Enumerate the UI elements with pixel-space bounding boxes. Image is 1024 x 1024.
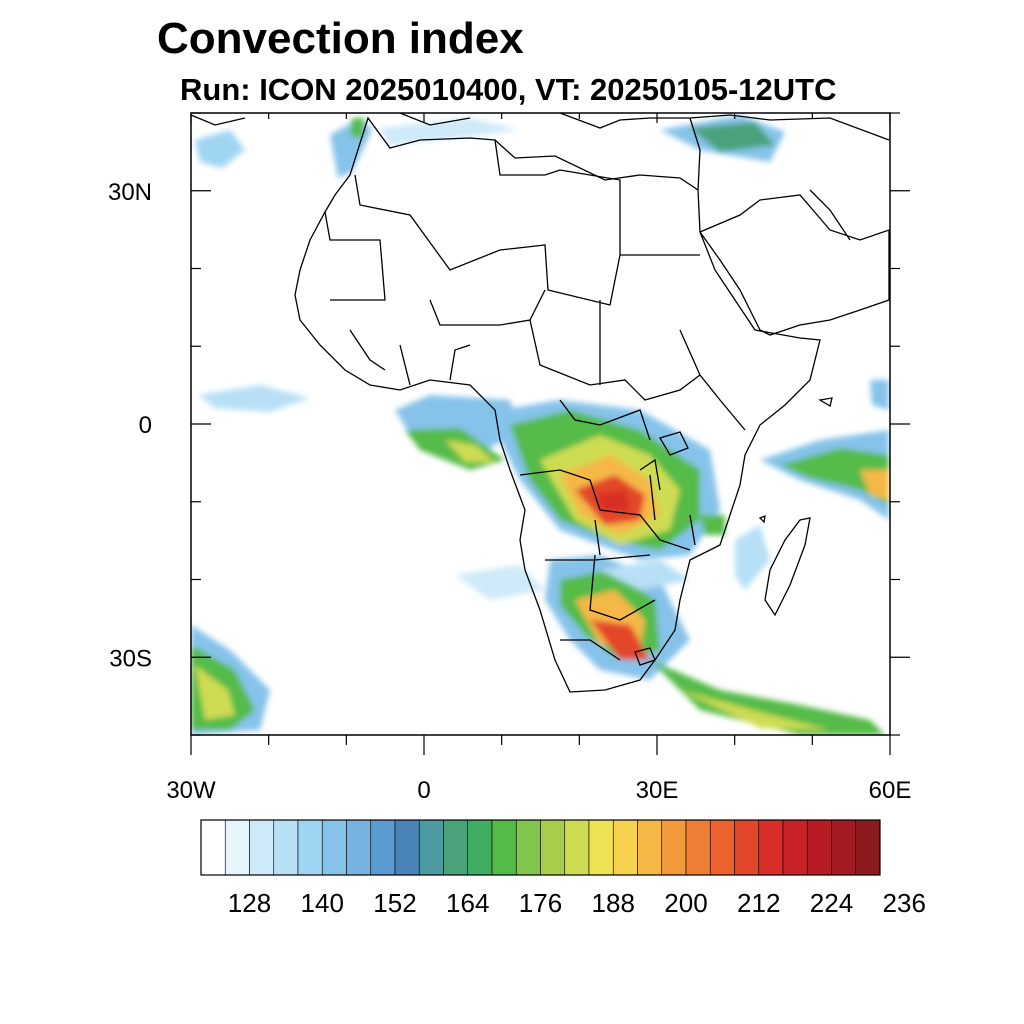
x-tick-label: 30W [166,777,216,804]
axis-ticks [190,112,910,755]
colorbar-box [321,819,347,876]
colorbar-box [564,819,590,876]
colorbar-label: 176 [519,888,562,918]
x-tick-label: 0 [417,777,430,804]
colorbar-box [394,819,420,876]
y-tick-label: 30N [108,179,152,206]
colorbar-box [297,819,323,876]
colorbar-box [249,819,275,876]
colorbar-box [418,819,444,876]
colorbar-box [758,819,784,876]
colorbar-label: 236 [883,888,926,918]
x-tick-label: 30E [636,777,679,804]
colorbar-label: 200 [664,888,707,918]
colorbar-box [588,819,614,876]
colorbar-box [855,819,881,876]
colorbar-box [734,819,760,876]
chart-title: Convection index [157,14,524,63]
x-tick-label: 60E [869,777,912,804]
colorbar-box [831,819,857,876]
convection-field [191,115,889,735]
colorbar-box [540,819,566,876]
colorbar-label: 152 [373,888,416,918]
colorbar-box [685,819,711,876]
colorbar-label: 164 [446,888,489,918]
colorbar-box [467,819,493,876]
colorbar-label: 224 [810,888,853,918]
colorbar-label: 128 [228,888,271,918]
colorbar-box [782,819,808,876]
colorbar-box [273,819,299,876]
colorbar-box [443,819,469,876]
y-tick-label: 30S [109,645,152,672]
colorbar-box [200,819,226,876]
colorbar-label: 212 [737,888,780,918]
colorbar-box [709,819,735,876]
axis-tick-labels: 30W 0 30E 60E 30N 0 30S [108,179,911,804]
colorbar-box [370,819,396,876]
colorbar-box [661,819,687,876]
colorbar-box [612,819,638,876]
colorbar-box [346,819,372,876]
run-subtitle: Run: ICON 2025010400, VT: 20250105-12UTC [180,72,837,107]
coastlines [191,113,890,693]
map-plot-area [190,112,891,736]
colorbar-box [491,819,517,876]
colorbar-label: 188 [592,888,635,918]
colorbar-box [637,819,663,876]
colorbar [200,819,881,876]
colorbar-label: 140 [301,888,344,918]
colorbar-box [515,819,541,876]
colorbar-labels: 128 140 152 164 176 188 200 212 224 236 [228,888,926,918]
colorbar-box [224,819,250,876]
colorbar-box [806,819,832,876]
y-tick-label: 0 [139,412,152,439]
